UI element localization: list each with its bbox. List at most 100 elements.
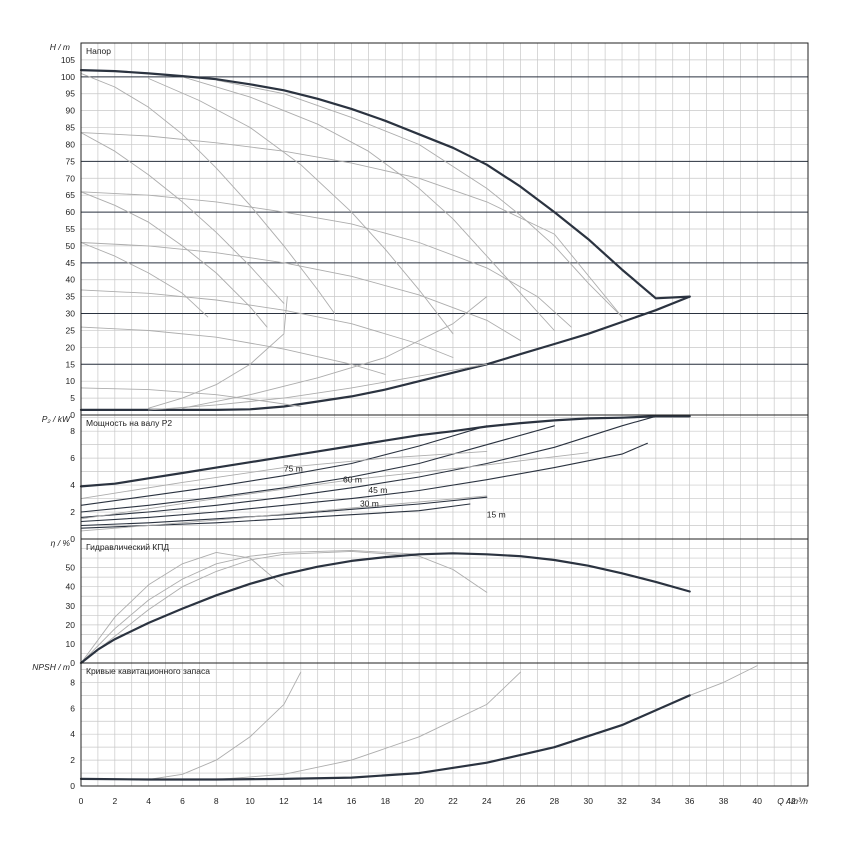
x-tick-label: 12 — [279, 796, 289, 806]
x-tick-label: 24 — [482, 796, 492, 806]
y-tick-label: 40 — [66, 275, 76, 285]
series-line-iso — [80, 442, 648, 523]
chart-panel-2: 75 m 60 m 45 m 30 m 15 m Мощность на валу P2 0… — [42, 414, 809, 544]
y-tick-label: 15 — [66, 359, 76, 369]
y-tick-label: 40 — [66, 582, 76, 592]
y-tick-label: 60 — [66, 207, 76, 217]
x-tick-label: 40 — [753, 796, 763, 806]
x-axis: 0 2 4 6 8 10 12 14 16 18 20 22 24 26 28 30 32 34 36 38 40 42Q… — [79, 796, 809, 806]
y-tick-label: 30 — [66, 309, 76, 319]
series-line-system — [148, 78, 454, 335]
series-line-grey — [80, 452, 589, 520]
x-tick-label: 34 — [651, 796, 661, 806]
series-line-system — [80, 72, 336, 314]
panel-title: Мощность на валу P2 — [86, 418, 172, 428]
series-line-system — [181, 76, 555, 331]
series-line-grey — [689, 665, 758, 696]
y-tick-label: 0 — [70, 658, 75, 668]
y-tick-label: 6 — [70, 703, 75, 713]
y-tick-label: 100 — [61, 72, 75, 82]
y-tick-label: 6 — [70, 453, 75, 463]
series-line-grey — [80, 450, 488, 500]
series-line-grey — [148, 671, 302, 780]
y-axis-label: H / m — [50, 42, 70, 52]
y-tick-label: 8 — [70, 677, 75, 687]
series-line-speed — [80, 132, 623, 318]
y-tick-label: 10 — [66, 639, 76, 649]
y-axis-label: η / % — [51, 538, 71, 548]
y-tick-label: 95 — [66, 89, 76, 99]
x-tick-label: 0 — [79, 796, 84, 806]
x-tick-label: 38 — [719, 796, 729, 806]
curve-annotation: 45 m — [368, 485, 387, 495]
x-tick-label: 30 — [583, 796, 593, 806]
y-tick-label: 2 — [70, 755, 75, 765]
x-tick-label: 28 — [550, 796, 560, 806]
y-tick-label: 55 — [66, 224, 76, 234]
series-line-control — [148, 296, 288, 409]
curve-annotation: 60 m — [343, 474, 362, 484]
x-tick-label: 10 — [245, 796, 255, 806]
series-line-iso — [80, 503, 471, 529]
y-tick-label: 30 — [66, 601, 76, 611]
y-tick-label: 4 — [70, 480, 75, 490]
x-tick-label: 26 — [516, 796, 526, 806]
series-line-grey — [80, 550, 488, 664]
x-tick-label: 16 — [347, 796, 357, 806]
series-line-iso — [80, 425, 488, 506]
y-tick-label: 2 — [70, 507, 75, 517]
series-line-max — [79, 69, 691, 300]
y-tick-label: 0 — [70, 781, 75, 791]
series-line-grey — [80, 549, 420, 664]
chart-panels: Напор05101520253035404550556065707580859… — [32, 42, 809, 791]
y-tick-label: 10 — [66, 376, 76, 386]
x-tick-label: 6 — [180, 796, 185, 806]
y-tick-label: 0 — [70, 410, 75, 420]
y-tick-label: 90 — [66, 106, 76, 116]
curve-annotation: 15 m — [487, 509, 506, 519]
x-tick-label: 22 — [448, 796, 458, 806]
x-tick-label: 42 — [786, 796, 796, 806]
series-line-speed — [80, 387, 302, 407]
series-line-max — [79, 552, 691, 665]
y-tick-label: 35 — [66, 292, 76, 302]
y-tick-label: 105 — [61, 55, 75, 65]
y-axis-label: NPSH / m — [32, 662, 70, 672]
y-tick-label: 5 — [70, 393, 75, 403]
x-tick-label: 36 — [685, 796, 695, 806]
series-line-system — [80, 191, 268, 328]
y-tick-label: 50 — [66, 241, 76, 251]
y-tick-label: 85 — [66, 123, 76, 133]
series-line-speed — [80, 289, 454, 358]
chart-panel-1: Напор 0 5 10 15 20 25 30 35 40 45 50 55 60 65 70 75 80 85 9… — [50, 42, 809, 420]
y-tick-label: 20 — [66, 342, 76, 352]
y-tick-label: 8 — [70, 426, 75, 436]
series-line-system — [80, 242, 209, 318]
y-axis-label: P₂ / kW — [42, 414, 71, 424]
series-line-iso — [80, 425, 555, 513]
y-tick-label: 0 — [70, 534, 75, 544]
curve-annotation: 75 m — [284, 464, 303, 474]
x-tick-label: 2 — [112, 796, 117, 806]
x-tick-label: 18 — [381, 796, 391, 806]
y-tick-label: 75 — [66, 156, 76, 166]
series-line-system — [80, 132, 285, 304]
x-axis-label: Q / m³/h — [777, 796, 808, 806]
y-tick-label: 45 — [66, 258, 76, 268]
panel-border — [80, 662, 809, 787]
panel-border — [80, 538, 809, 664]
series-line-control — [181, 296, 488, 409]
y-tick-label: 80 — [66, 139, 76, 149]
x-tick-label: 20 — [414, 796, 424, 806]
x-tick-label: 8 — [214, 796, 219, 806]
x-tick-label: 32 — [617, 796, 627, 806]
series-line-max — [79, 694, 691, 781]
series-line-speed — [80, 191, 572, 328]
panel-title: Гидравлический КПД — [86, 542, 169, 552]
series-line-speed — [80, 242, 522, 342]
y-tick-label: 20 — [66, 620, 76, 630]
series-line-grey — [215, 671, 522, 780]
curve-annotation: 30 m — [360, 499, 379, 509]
x-tick-label: 14 — [313, 796, 323, 806]
